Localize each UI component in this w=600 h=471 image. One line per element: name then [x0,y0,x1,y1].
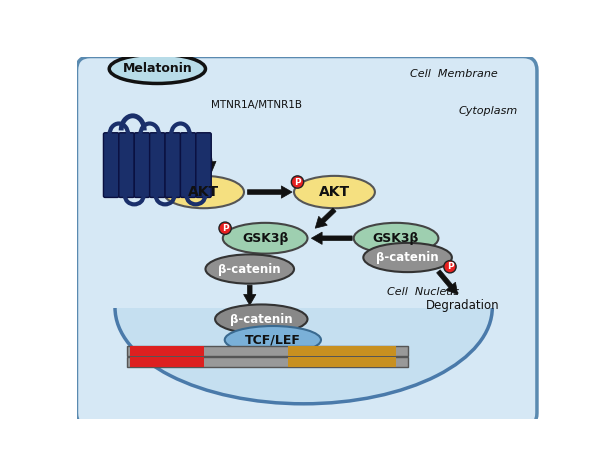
FancyBboxPatch shape [181,133,196,197]
FancyBboxPatch shape [119,133,134,197]
Bar [127,357,407,367]
FancyArrow shape [315,208,336,228]
Text: TCF/LEF: TCF/LEF [245,333,301,346]
Text: Cytoplasm: Cytoplasm [459,106,518,116]
Ellipse shape [223,223,308,254]
Ellipse shape [215,304,308,334]
Ellipse shape [225,326,321,354]
FancyBboxPatch shape [196,133,211,197]
FancyArrow shape [311,232,352,244]
FancyBboxPatch shape [149,133,165,197]
Circle shape [219,222,231,235]
Ellipse shape [364,243,452,272]
Text: P: P [222,224,229,233]
Bar [130,346,203,356]
Text: AKT: AKT [319,185,350,199]
Bar [130,357,203,367]
Text: β-catenin: β-catenin [230,313,293,325]
Ellipse shape [294,176,375,208]
Text: P: P [294,178,301,187]
FancyArrow shape [244,285,256,305]
Bar [288,357,396,367]
Text: Cell  Nucleus: Cell Nucleus [387,287,459,297]
Ellipse shape [109,54,205,83]
FancyBboxPatch shape [134,133,149,197]
FancyArrow shape [204,142,216,173]
Bar [127,346,407,356]
Text: P: P [446,262,453,271]
Text: GSK3β: GSK3β [242,232,289,245]
FancyArrow shape [437,270,458,294]
FancyArrow shape [247,186,292,198]
Circle shape [292,176,304,188]
Text: GSK3β: GSK3β [373,232,419,245]
Text: MTNR1A/MTNR1B: MTNR1A/MTNR1B [211,100,302,110]
FancyBboxPatch shape [103,133,119,197]
FancyBboxPatch shape [165,133,181,197]
Bar [288,346,396,356]
Text: β-catenin: β-catenin [218,262,281,276]
Ellipse shape [354,223,439,254]
Circle shape [444,260,456,273]
Text: Melatonin: Melatonin [122,62,192,75]
Text: Cell  Membrane: Cell Membrane [410,69,497,79]
Ellipse shape [115,211,492,404]
Ellipse shape [205,254,294,284]
Bar [100,207,508,308]
FancyBboxPatch shape [77,57,537,427]
Text: Degradation: Degradation [426,299,500,312]
Text: AKT: AKT [188,185,219,199]
Ellipse shape [163,176,244,208]
Text: β-catenin: β-catenin [376,251,439,264]
